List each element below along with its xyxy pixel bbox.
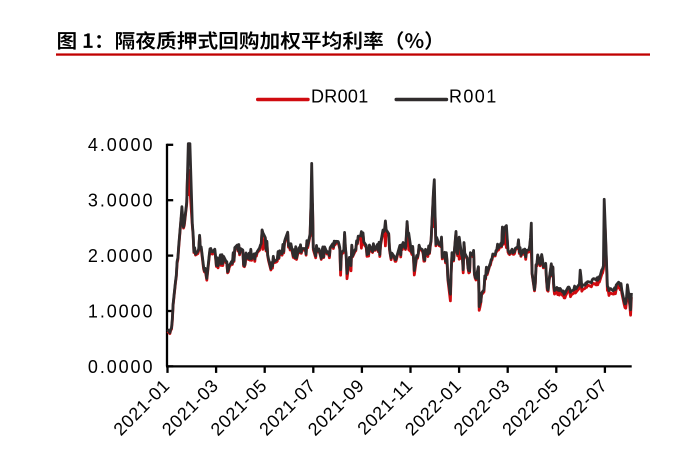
svg-text:2.0000: 2.0000 bbox=[88, 246, 154, 266]
svg-text:0.0000: 0.0000 bbox=[88, 357, 154, 377]
svg-text:DR001: DR001 bbox=[311, 87, 369, 107]
svg-text:3.0000: 3.0000 bbox=[88, 191, 154, 211]
svg-text:1.0000: 1.0000 bbox=[88, 301, 154, 321]
svg-text:4.0000: 4.0000 bbox=[88, 135, 154, 155]
svg-text:R001: R001 bbox=[449, 87, 498, 107]
